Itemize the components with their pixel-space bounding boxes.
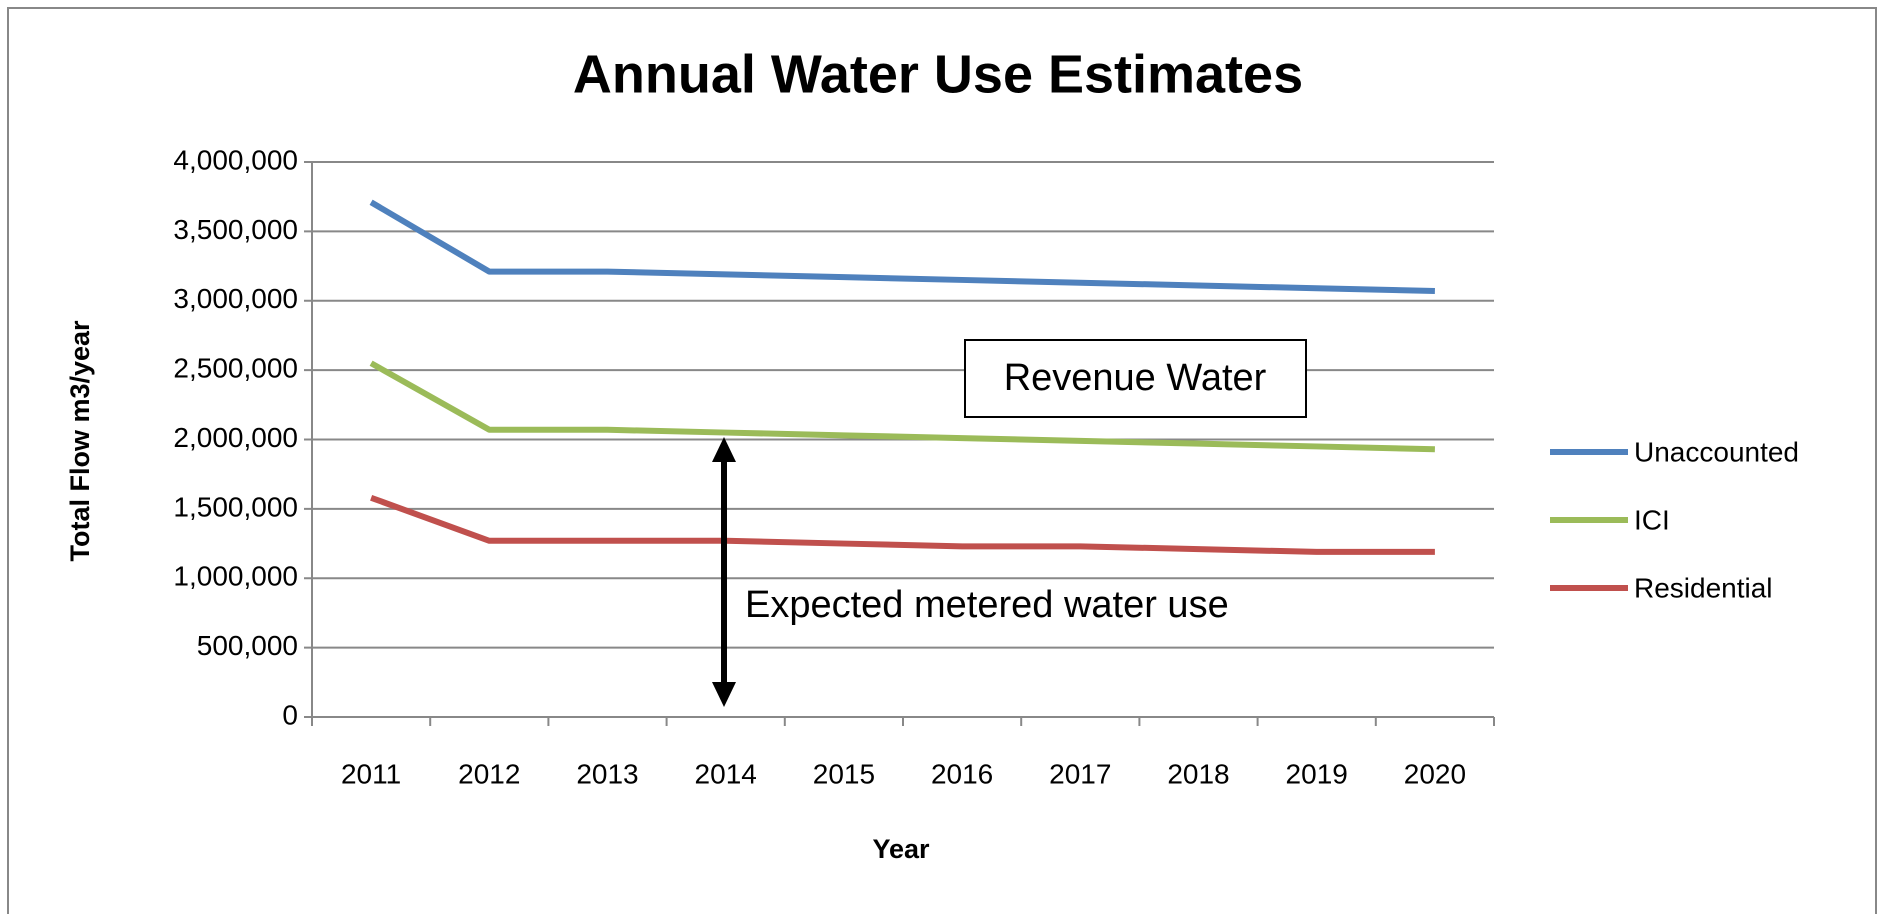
x-tick-label: 2018 bbox=[1167, 758, 1229, 789]
grid: 0 500,000 1,000,000 1,500,000 2,000,000 2,500… bbox=[173, 144, 1495, 789]
x-axis-label: Year bbox=[872, 834, 930, 864]
y-tick-label: 1,500,000 bbox=[173, 491, 298, 522]
annotation: Expected metered water use bbox=[745, 584, 1229, 626]
series-line bbox=[369, 199, 1435, 295]
y-tick-label: 1,000,000 bbox=[173, 561, 298, 592]
x-tick-label: 2020 bbox=[1404, 758, 1466, 789]
y-tick-label: 2,500,000 bbox=[173, 353, 298, 384]
x-tick-label: 2017 bbox=[1049, 758, 1111, 789]
x-tick-label: 2013 bbox=[576, 758, 638, 789]
y-tick-label: 2,000,000 bbox=[173, 422, 298, 453]
y-tick-label: 500,000 bbox=[197, 630, 298, 661]
x-tick-label: 2012 bbox=[458, 758, 520, 789]
plot-area bbox=[369, 199, 1435, 555]
legend-label: Unaccounted bbox=[1634, 436, 1799, 467]
legend: Unaccounted ICI Residential bbox=[1550, 436, 1799, 603]
y-tick-label: 3,000,000 bbox=[173, 283, 298, 314]
y-tick-label: 4,000,000 bbox=[173, 144, 298, 175]
chart-title: Annual Water Use Estimates bbox=[573, 44, 1303, 104]
legend-label: ICI bbox=[1634, 504, 1670, 535]
annotation-box bbox=[964, 339, 1307, 418]
y-tick-label: 0 bbox=[282, 699, 298, 730]
series-line bbox=[370, 494, 1435, 555]
double-arrow bbox=[712, 437, 736, 707]
annotation: Revenue Water bbox=[1004, 357, 1267, 399]
y-tick-label: 3,500,000 bbox=[173, 214, 298, 245]
chart-frame bbox=[7, 7, 1877, 914]
y-axis-label: Total Flow m3/year bbox=[65, 320, 95, 562]
legend-label: Residential bbox=[1634, 572, 1773, 603]
x-tick-label: 2011 bbox=[341, 758, 401, 789]
series-line bbox=[369, 360, 1435, 453]
x-tick-label: 2019 bbox=[1286, 758, 1348, 789]
x-tick-label: 2015 bbox=[813, 758, 875, 789]
x-tick-label: 2016 bbox=[931, 758, 993, 789]
x-tick-label: 2014 bbox=[695, 758, 757, 789]
